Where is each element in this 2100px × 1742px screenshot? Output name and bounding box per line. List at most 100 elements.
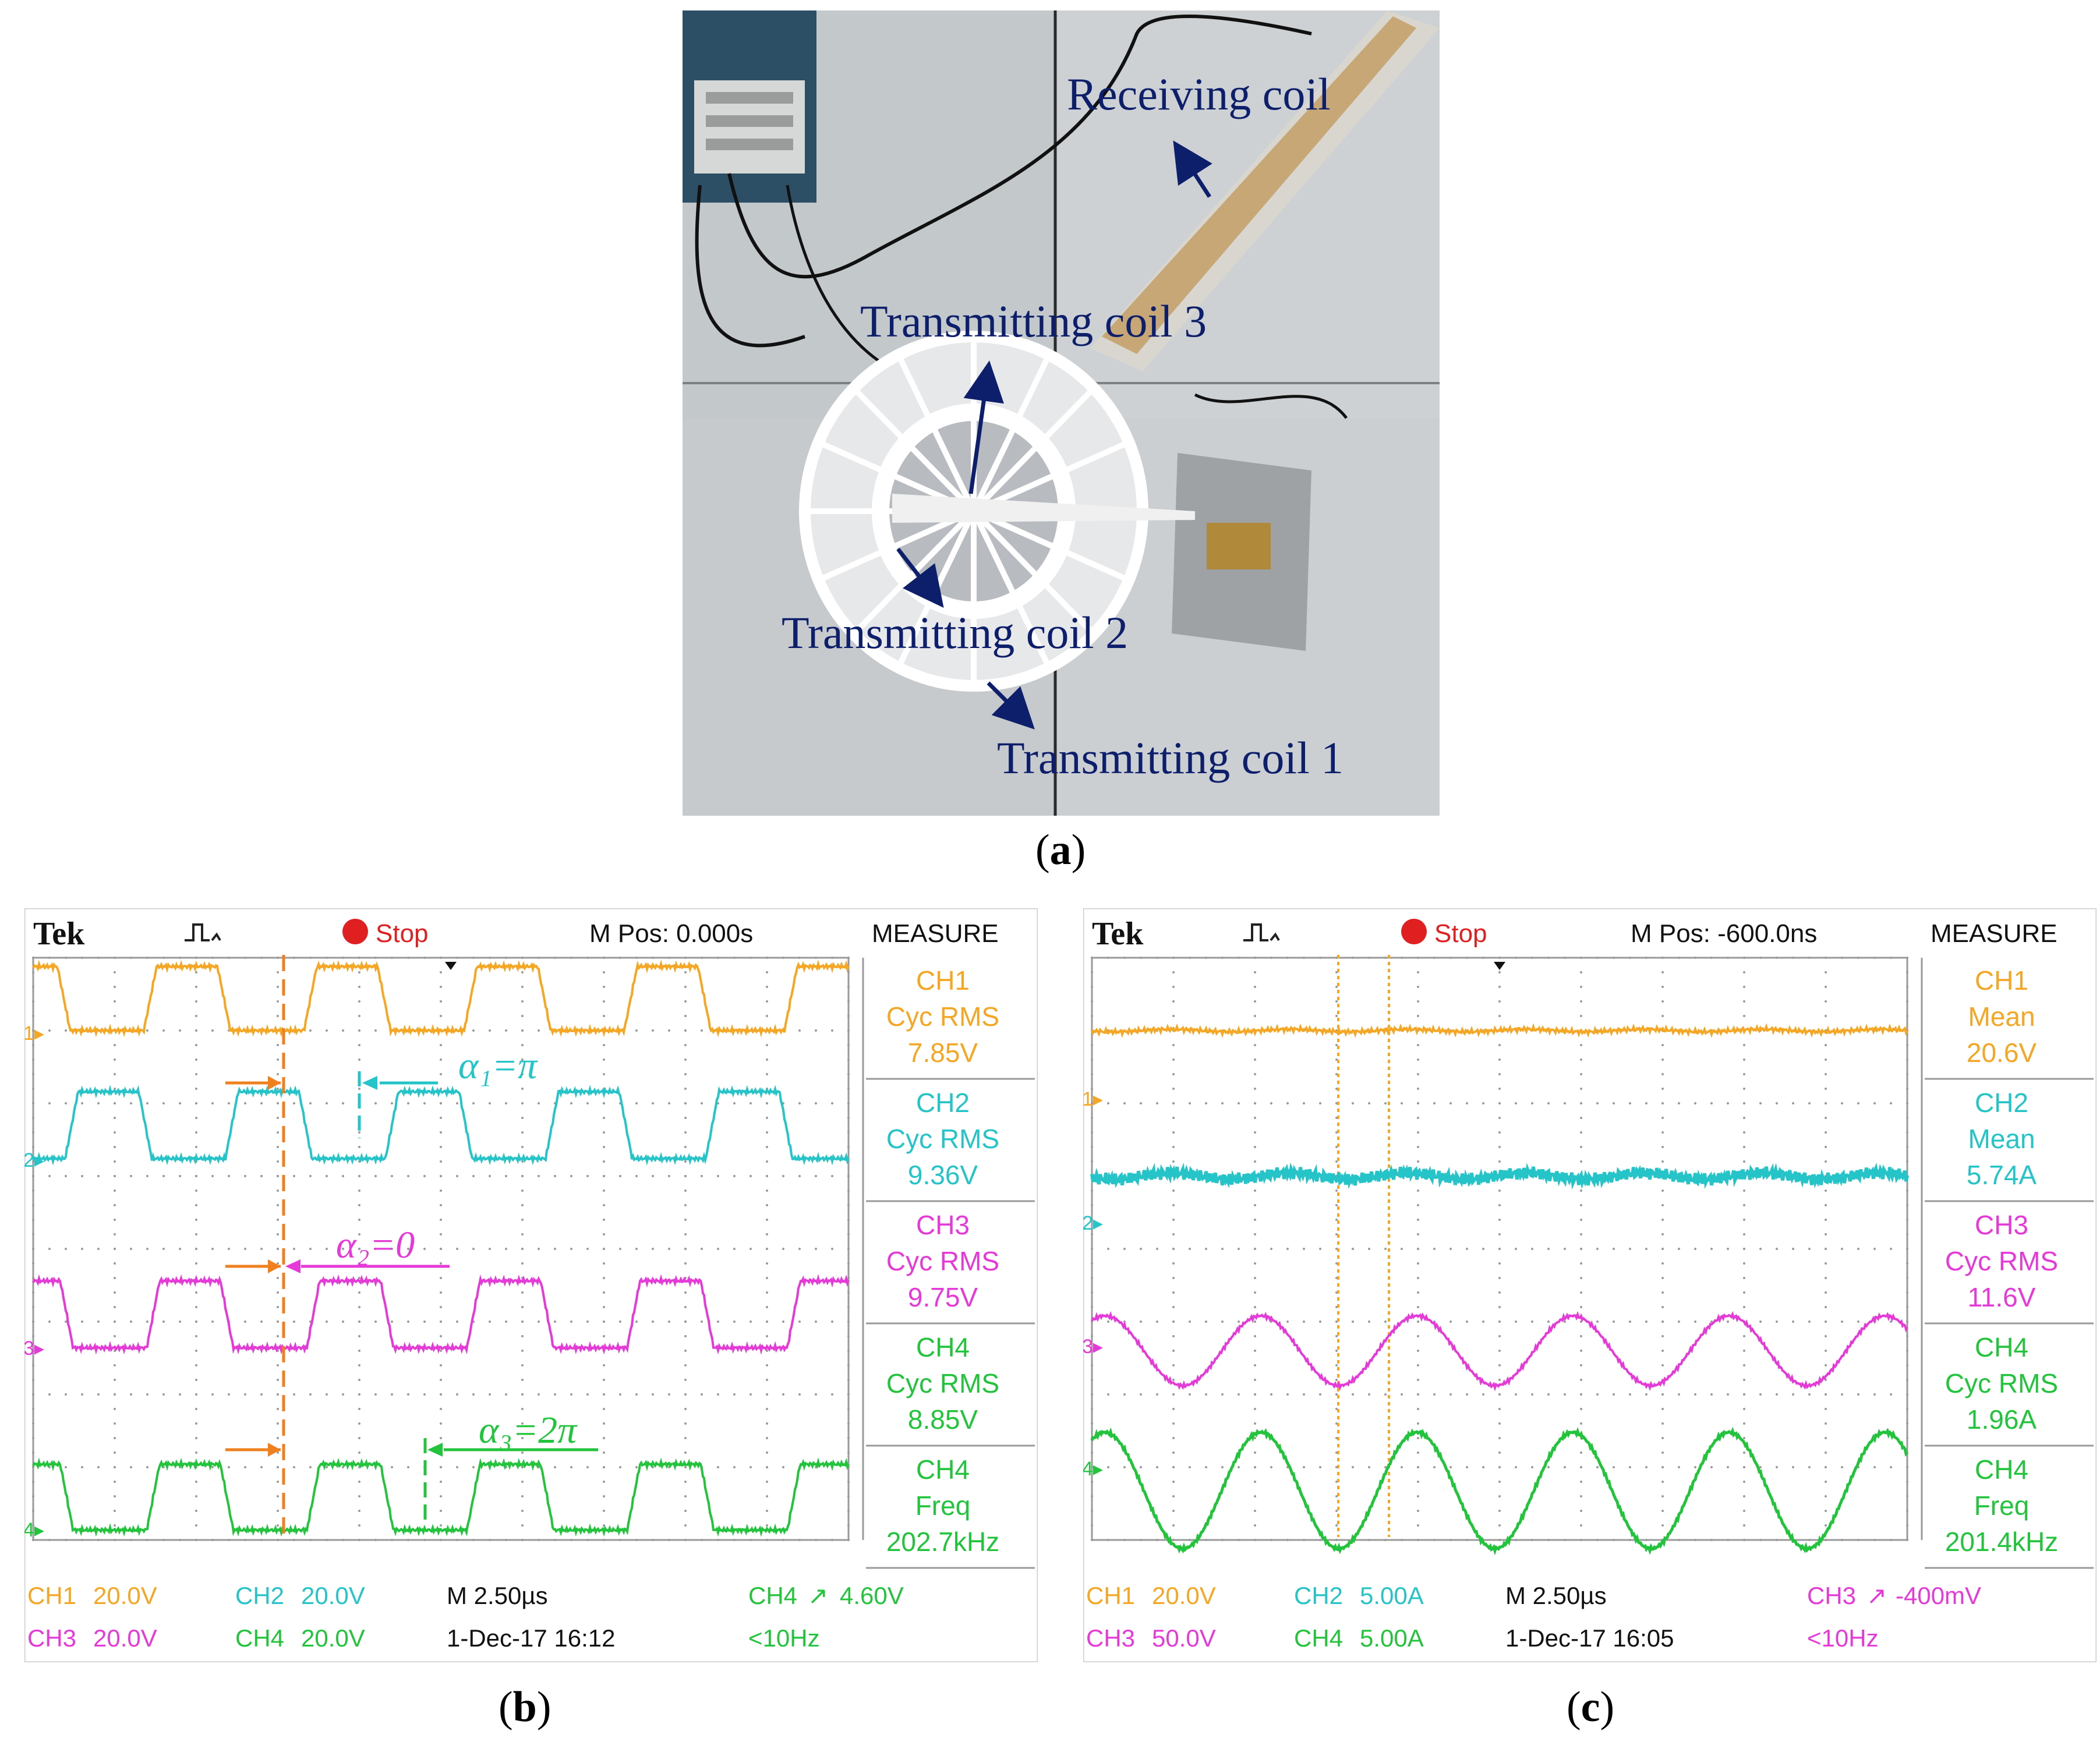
alpha1-annotation: α₁=π xyxy=(458,1045,538,1087)
channel-2-marker: 2▸ xyxy=(1083,1212,1103,1234)
b-trigger-level: 4.60V xyxy=(840,1582,904,1609)
c-ch4-label: CH4 xyxy=(1294,1624,1343,1652)
b-ch2-scale: 20.0V xyxy=(301,1582,365,1609)
measure-3-line1: CH3 xyxy=(1975,1210,2028,1240)
stop-indicator-icon xyxy=(342,919,368,944)
b-timebase: M 2.50µs xyxy=(447,1582,548,1609)
ch4-trace xyxy=(1090,1426,1908,1556)
b-trigger-slope-icon: ↗ xyxy=(808,1582,828,1609)
measure-3-line2: Cyc RMS xyxy=(1945,1246,2058,1276)
scope-c-traces: 1▸ 2▸ 3▸ 4▸ xyxy=(1083,962,1909,1556)
scope-b-status: Stop xyxy=(376,919,429,948)
channel-4-marker: 4▸ xyxy=(24,1519,44,1541)
measure-4-line2: Cyc RMS xyxy=(886,1368,999,1398)
acquire-icon xyxy=(1243,923,1280,941)
b-ch1-label: CH1 xyxy=(27,1582,76,1609)
c-ch4-scale: 5.00A xyxy=(1360,1624,1424,1652)
measure-3-line1: CH3 xyxy=(916,1210,970,1240)
ch2-trace xyxy=(1090,1162,1909,1190)
channel-2-marker: 2▸ xyxy=(24,1149,44,1171)
c-timebase: M 2.50µs xyxy=(1505,1582,1607,1609)
measure-5-line1: CH4 xyxy=(916,1454,970,1485)
c-ch1-label: CH1 xyxy=(1086,1582,1135,1609)
measure-1-line1: CH1 xyxy=(916,965,970,996)
measure-4-line1: CH4 xyxy=(916,1332,970,1362)
measure-3-value: 11.6V xyxy=(1968,1282,2036,1312)
measure-5-line2: Freq xyxy=(915,1490,971,1521)
c-ch1-scale: 20.0V xyxy=(1152,1582,1216,1609)
c-ch3-scale: 50.0V xyxy=(1152,1624,1216,1652)
c-trigger-slope-icon: ↗ xyxy=(1866,1582,1887,1609)
b-date: 1-Dec-17 16:12 xyxy=(447,1624,616,1652)
measure-5-value: 201.4kHz xyxy=(1945,1527,2058,1557)
scope-b-graticule xyxy=(32,957,864,1541)
transmitting-coil-3-label: Transmitting coil 3 xyxy=(860,296,1207,346)
measure-2-line1: CH2 xyxy=(916,1088,970,1118)
scope-c-mpos: M Pos: -600.0ns xyxy=(1631,919,1817,948)
scope-c-measure-panel: CH1 Mean 20.6V CH2 Mean 5.74A CH3 Cyc RMS 11.6V C… xyxy=(1925,965,2094,1569)
scope-b-mpos: M Pos: 0.000s xyxy=(589,919,753,948)
c-lf-reject: <10Hz xyxy=(1807,1624,1879,1652)
oscilloscope-c-screen: Tek Stop M Pos: -600.0ns MEASURE 1▸ 2▸ 3▸ 4… xyxy=(1083,908,2097,1662)
measure-5-value: 202.7kHz xyxy=(886,1527,999,1557)
b-ch4-scale: 20.0V xyxy=(301,1624,365,1652)
stop-indicator-icon xyxy=(1401,919,1427,944)
measure-3-value: 9.75V xyxy=(908,1282,978,1312)
caption-c: (c) xyxy=(1567,1683,1615,1731)
scope-b-traces: 1▸ 2▸ 3▸ 4▸ xyxy=(24,959,850,1541)
measure-4-line1: CH4 xyxy=(1975,1332,2028,1362)
measure-2-value: 9.36V xyxy=(908,1160,978,1190)
ch1-trace xyxy=(1091,1023,1908,1038)
caption-b: (b) xyxy=(499,1683,551,1731)
measure-1-value: 7.85V xyxy=(908,1038,978,1068)
transmitting-coil-2-label: Transmitting coil 2 xyxy=(782,607,1128,658)
ch3-trace xyxy=(1091,1311,1908,1392)
measure-5-line1: CH4 xyxy=(1975,1454,2028,1485)
oscilloscope-c: Tek Stop M Pos: -600.0ns MEASURE 1▸ 2▸ 3▸ 4… xyxy=(1083,908,2097,1662)
scope-c-measure-title: MEASURE xyxy=(1931,919,2057,948)
b-lf-reject: <10Hz xyxy=(748,1624,820,1652)
measure-4-value: 1.96A xyxy=(1967,1404,2037,1435)
receiving-coil-label: Receiving coil xyxy=(1067,69,1331,119)
b-trigger-channel: CH4 xyxy=(748,1582,797,1609)
measure-1-value: 20.6V xyxy=(1967,1038,2037,1068)
channel-1-marker: 1▸ xyxy=(24,1022,44,1045)
measure-5-line2: Freq xyxy=(1974,1490,2030,1521)
ch1-trace xyxy=(32,959,850,1038)
setup-photo-drawing: Receiving coil Transmitting coil 3 Trans… xyxy=(683,10,1440,816)
transmitting-coil-1-label: Transmitting coil 1 xyxy=(997,732,1344,783)
ch4-trace xyxy=(32,1457,850,1537)
oscilloscope-b-screen: Tek Stop M Pos: 0.000s MEASURE 1▸2▸3▸4▸ … xyxy=(24,908,1038,1662)
measure-2-line2: Mean xyxy=(1968,1124,2035,1154)
measure-2-value: 5.74A xyxy=(1967,1160,2037,1190)
channel-3-marker: 3▸ xyxy=(1083,1336,1103,1358)
c-ch2-scale: 5.00A xyxy=(1360,1582,1424,1609)
oscilloscope-b: Tek Stop M Pos: 0.000s MEASURE 1▸ 2▸ 3▸ 4▸ … xyxy=(24,908,1038,1662)
channel-3-marker: 3▸ xyxy=(24,1337,44,1359)
alpha3-annotation: α₃=2π xyxy=(479,1409,578,1451)
c-ch3-label: CH3 xyxy=(1086,1624,1135,1652)
caption-a: (a) xyxy=(1035,826,1086,874)
c-ch2-label: CH2 xyxy=(1294,1582,1343,1609)
ch3-trace xyxy=(32,1274,850,1355)
measure-2-line2: Cyc RMS xyxy=(886,1124,999,1154)
measure-1-line1: CH1 xyxy=(1975,965,2028,996)
measure-3-line2: Cyc RMS xyxy=(886,1246,999,1276)
ch2-trace xyxy=(32,1085,850,1166)
scope-b-measure-panel: CH1 Cyc RMS 7.85V CH2 Cyc RMS 9.36V CH3 Cyc RMS… xyxy=(866,965,1035,1569)
measure-2-line1: CH2 xyxy=(1975,1088,2028,1118)
measure-4-line2: Cyc RMS xyxy=(1945,1368,2058,1398)
scope-b-measure-title: MEASURE xyxy=(872,919,999,948)
channel-4-marker: 4▸ xyxy=(1083,1458,1103,1480)
measure-1-line2: Cyc RMS xyxy=(886,1001,999,1032)
arrowhead-ch2-right xyxy=(362,1076,377,1090)
trigger-position-icon xyxy=(1494,962,1505,970)
b-ch2-label: CH2 xyxy=(235,1582,284,1609)
scope-b-brand: Tek xyxy=(33,916,85,952)
acquire-icon xyxy=(185,923,221,941)
scope-c-status: Stop xyxy=(1434,919,1487,948)
measure-1-line2: Mean xyxy=(1968,1001,2035,1032)
c-trigger-level: -400mV xyxy=(1896,1582,1981,1609)
channel-1-marker: 1▸ xyxy=(1083,1088,1103,1110)
measure-4-value: 8.85V xyxy=(908,1404,978,1435)
